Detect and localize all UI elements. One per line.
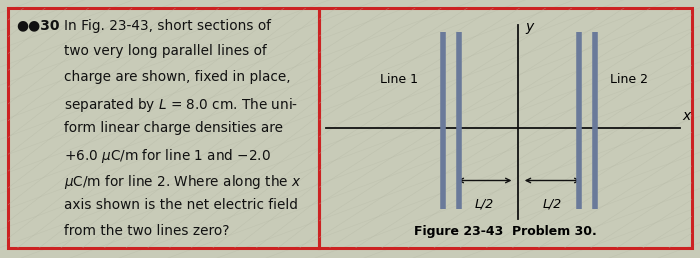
Text: In Fig. 23-43, short sections of: In Fig. 23-43, short sections of: [64, 19, 271, 33]
Text: $\mu$C/m for line 2. Where along the $x$: $\mu$C/m for line 2. Where along the $x$: [64, 173, 302, 191]
Text: two very long parallel lines of: two very long parallel lines of: [64, 44, 267, 58]
Text: Figure 23-43  Problem 30.: Figure 23-43 Problem 30.: [414, 225, 596, 238]
Text: axis shown is the net electric field: axis shown is the net electric field: [64, 198, 298, 212]
Text: L/2: L/2: [475, 197, 494, 210]
Text: form linear charge densities are: form linear charge densities are: [64, 121, 284, 135]
Text: Line 1: Line 1: [380, 73, 418, 86]
Text: x: x: [682, 109, 690, 123]
Text: y: y: [526, 20, 534, 34]
Text: +6.0 $\mu$C/m for line 1 and −2.0: +6.0 $\mu$C/m for line 1 and −2.0: [64, 147, 271, 165]
Text: from the two lines zero?: from the two lines zero?: [64, 224, 230, 238]
Text: L/2: L/2: [543, 197, 562, 210]
Text: ●●30: ●●30: [16, 19, 60, 33]
Text: separated by $L$ = 8.0 cm. The uni-: separated by $L$ = 8.0 cm. The uni-: [64, 95, 298, 114]
Text: charge are shown, fixed in place,: charge are shown, fixed in place,: [64, 70, 290, 84]
Text: Line 2: Line 2: [610, 73, 648, 86]
